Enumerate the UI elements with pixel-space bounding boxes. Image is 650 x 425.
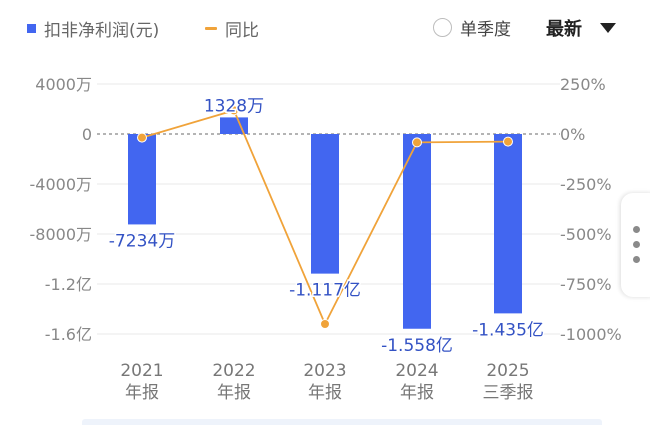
y-right-tick-label: 250% xyxy=(560,75,606,94)
bar-data-label: 1328万 xyxy=(204,96,264,116)
y-left-tick-label: 4000万 xyxy=(35,75,92,94)
bar-data-label: -1.117亿 xyxy=(289,281,361,301)
more-dot-icon xyxy=(633,241,640,248)
bar xyxy=(494,134,522,314)
x-tick-label: 2025 xyxy=(486,361,529,381)
x-tick-label: 年报 xyxy=(400,383,434,403)
y-left-tick-label: -4000万 xyxy=(30,175,93,194)
bar xyxy=(403,134,431,329)
bar-data-label: -1.558亿 xyxy=(381,336,453,356)
side-panel-handle[interactable] xyxy=(621,193,650,297)
y-left-tick-label: -8000万 xyxy=(30,225,93,244)
sort-label: 最新 xyxy=(546,19,582,40)
y-right-tick-label: -750% xyxy=(560,275,612,294)
y-right-tick-label: -500% xyxy=(560,225,612,244)
x-tick-label: 2022 xyxy=(212,361,255,381)
more-dot-icon xyxy=(633,226,640,233)
legend-bar-label: 扣非净利润(元) xyxy=(44,21,160,41)
yoy-point xyxy=(320,319,330,329)
y-right-tick-label: 0% xyxy=(560,125,585,144)
bar xyxy=(220,117,248,134)
single-quarter-radio-icon[interactable] xyxy=(433,18,452,37)
more-dot-icon xyxy=(633,256,640,263)
yoy-point xyxy=(229,105,239,116)
y-left-tick-label: 0 xyxy=(82,125,92,144)
yoy-point xyxy=(412,137,422,148)
x-tick-label: 2021 xyxy=(120,361,163,381)
legend-bar-item[interactable]: 扣非净利润(元) xyxy=(27,16,159,41)
yoy-point xyxy=(503,136,513,147)
x-tick-label: 年报 xyxy=(217,383,251,403)
bottom-panel-edge xyxy=(82,419,602,425)
legend-line-item[interactable]: 同比 xyxy=(205,16,259,41)
x-tick-label: 年报 xyxy=(125,383,159,403)
y-right-tick-label: -1000% xyxy=(560,325,622,344)
yoy-point xyxy=(137,132,147,143)
y-left-tick-label: -1.6亿 xyxy=(45,325,92,344)
x-tick-label: 年报 xyxy=(308,383,342,403)
bar-data-label: -7234万 xyxy=(109,231,175,251)
bar-data-label: -1.435亿 xyxy=(472,320,544,340)
single-quarter-toggle[interactable]: 单季度 xyxy=(433,15,511,40)
legend-line-label: 同比 xyxy=(225,21,259,41)
y-right-tick-label: -250% xyxy=(560,175,612,194)
x-tick-label: 2023 xyxy=(303,361,346,381)
x-tick-label: 三季报 xyxy=(483,383,534,403)
sort-dropdown[interactable]: 最新 xyxy=(546,15,616,41)
single-quarter-label: 单季度 xyxy=(460,20,511,40)
y-left-tick-label: -1.2亿 xyxy=(45,275,92,294)
bar xyxy=(128,134,156,225)
legend-bar-swatch xyxy=(27,24,36,33)
x-tick-label: 2024 xyxy=(395,361,438,381)
legend-line-swatch xyxy=(205,27,217,30)
triangle-down-icon[interactable] xyxy=(600,23,616,33)
bar xyxy=(311,134,339,274)
